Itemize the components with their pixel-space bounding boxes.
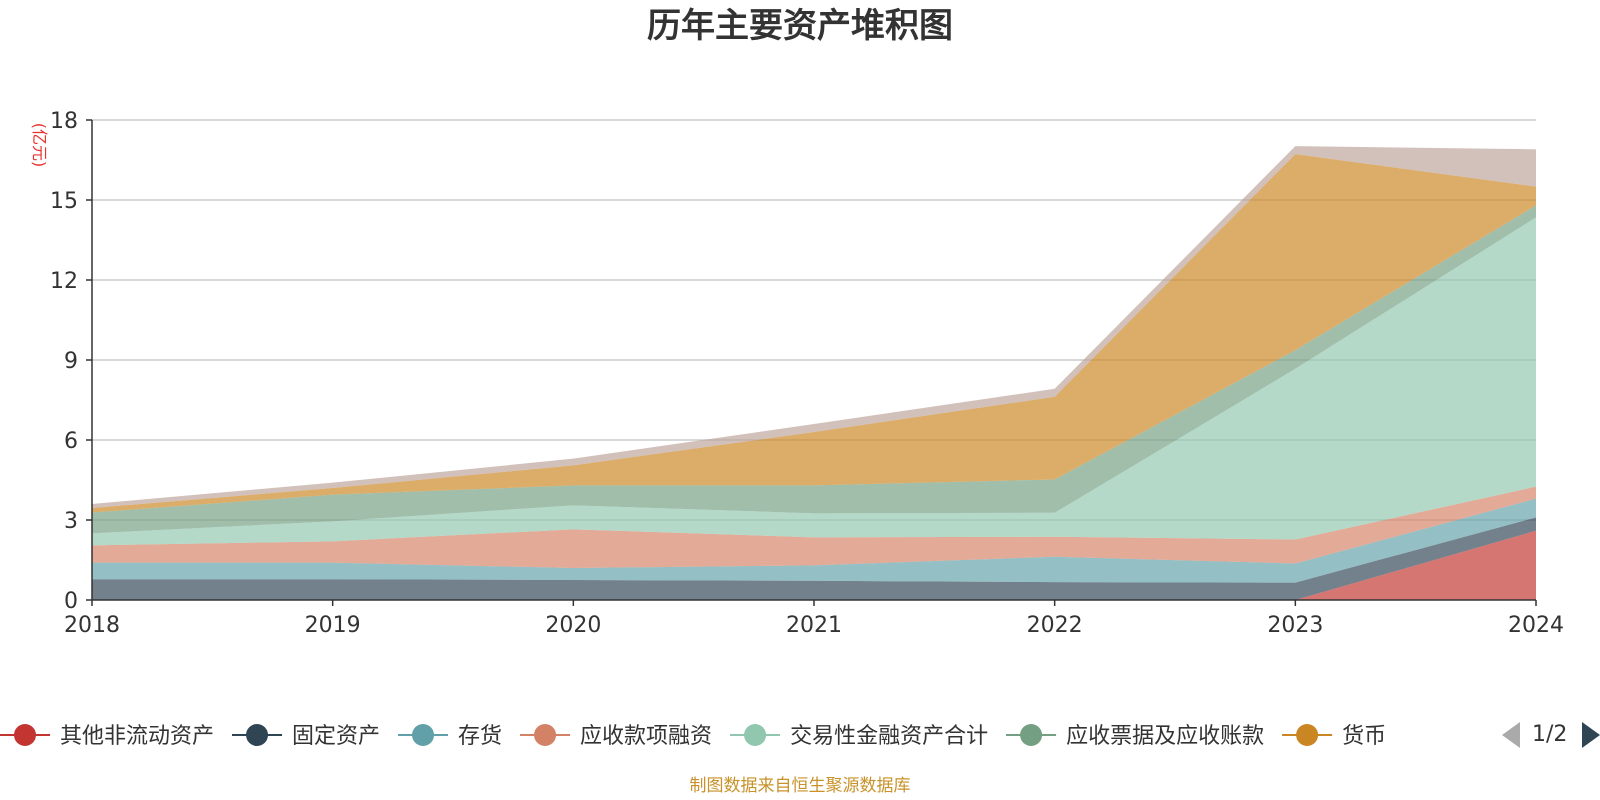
- y-tick-label: 3: [64, 509, 78, 534]
- y-axis-unit: (亿元): [30, 123, 49, 168]
- y-tick-label: 0: [64, 589, 78, 614]
- legend-marker-icon: [744, 724, 767, 746]
- legend-marker-icon: [534, 724, 557, 746]
- legend-item-5[interactable]: 交易性金融资产合计: [730, 724, 988, 749]
- legend-item-7[interactable]: 货币: [1282, 724, 1386, 749]
- legend-item-3[interactable]: 存货: [398, 724, 502, 749]
- area-series-5: [92, 217, 1536, 546]
- x-tick-label: 2018: [64, 613, 120, 638]
- legend-marker-icon: [1020, 724, 1043, 746]
- stacked-areas: [92, 146, 1536, 600]
- legend-label: 货币: [1342, 724, 1386, 749]
- y-tick-label: 6: [64, 429, 78, 454]
- x-tick-label: 2023: [1267, 613, 1323, 638]
- legend-marker-icon: [14, 724, 36, 746]
- legend-marker-icon: [412, 724, 435, 746]
- y-tick-label: 15: [50, 189, 78, 214]
- area-series-4: [92, 486, 1536, 568]
- area-series-1: [92, 530, 1536, 600]
- area-series-3: [92, 498, 1536, 583]
- legend-label: 交易性金融资产合计: [790, 724, 988, 749]
- legend-marker-icon: [246, 724, 269, 746]
- y-tick-label: 12: [50, 269, 78, 294]
- legend-item-2[interactable]: 固定资产: [232, 724, 380, 749]
- axes: 0 3 6 9 12 15 18 2018 2019 2020 2021 2022 2023 2024: [50, 109, 1564, 638]
- legend-item-1[interactable]: 其他非流动资产: [0, 724, 214, 749]
- area-series-2: [92, 517, 1536, 600]
- legend: 其他非流动资产 固定资产 存货 应收款项融资 交易性金融资产合计 应收票据及应收账款 货币: [0, 724, 1386, 749]
- legend-item-4[interactable]: 应收款项融资: [520, 724, 712, 749]
- y-tick-label: 18: [50, 109, 78, 134]
- x-tick-label: 2019: [305, 613, 361, 638]
- x-tick-label: 2020: [545, 613, 601, 638]
- chart-title: 历年主要资产堆积图: [647, 6, 953, 46]
- legend-pager: 1/2: [1502, 722, 1600, 748]
- legend-label: 其他非流动资产: [60, 724, 214, 749]
- legend-label: 存货: [458, 724, 502, 749]
- x-tick-label: 2021: [786, 613, 842, 638]
- y-tick-label: 9: [64, 349, 78, 374]
- legend-marker-icon: [1296, 724, 1319, 746]
- legend-page-indicator: 1/2: [1532, 722, 1567, 747]
- legend-label: 固定资产: [292, 724, 380, 749]
- legend-next-icon[interactable]: [1582, 722, 1600, 748]
- legend-item-6[interactable]: 应收票据及应收账款: [1006, 724, 1264, 749]
- legend-label: 应收票据及应收账款: [1066, 724, 1264, 749]
- x-tick-label: 2022: [1027, 613, 1083, 638]
- area-series-7: [92, 154, 1536, 513]
- legend-prev-icon[interactable]: [1502, 722, 1520, 748]
- legend-label: 应收款项融资: [580, 724, 712, 749]
- data-source-note: 制图数据来自恒生聚源数据库: [690, 776, 911, 796]
- x-tick-label: 2024: [1508, 613, 1564, 638]
